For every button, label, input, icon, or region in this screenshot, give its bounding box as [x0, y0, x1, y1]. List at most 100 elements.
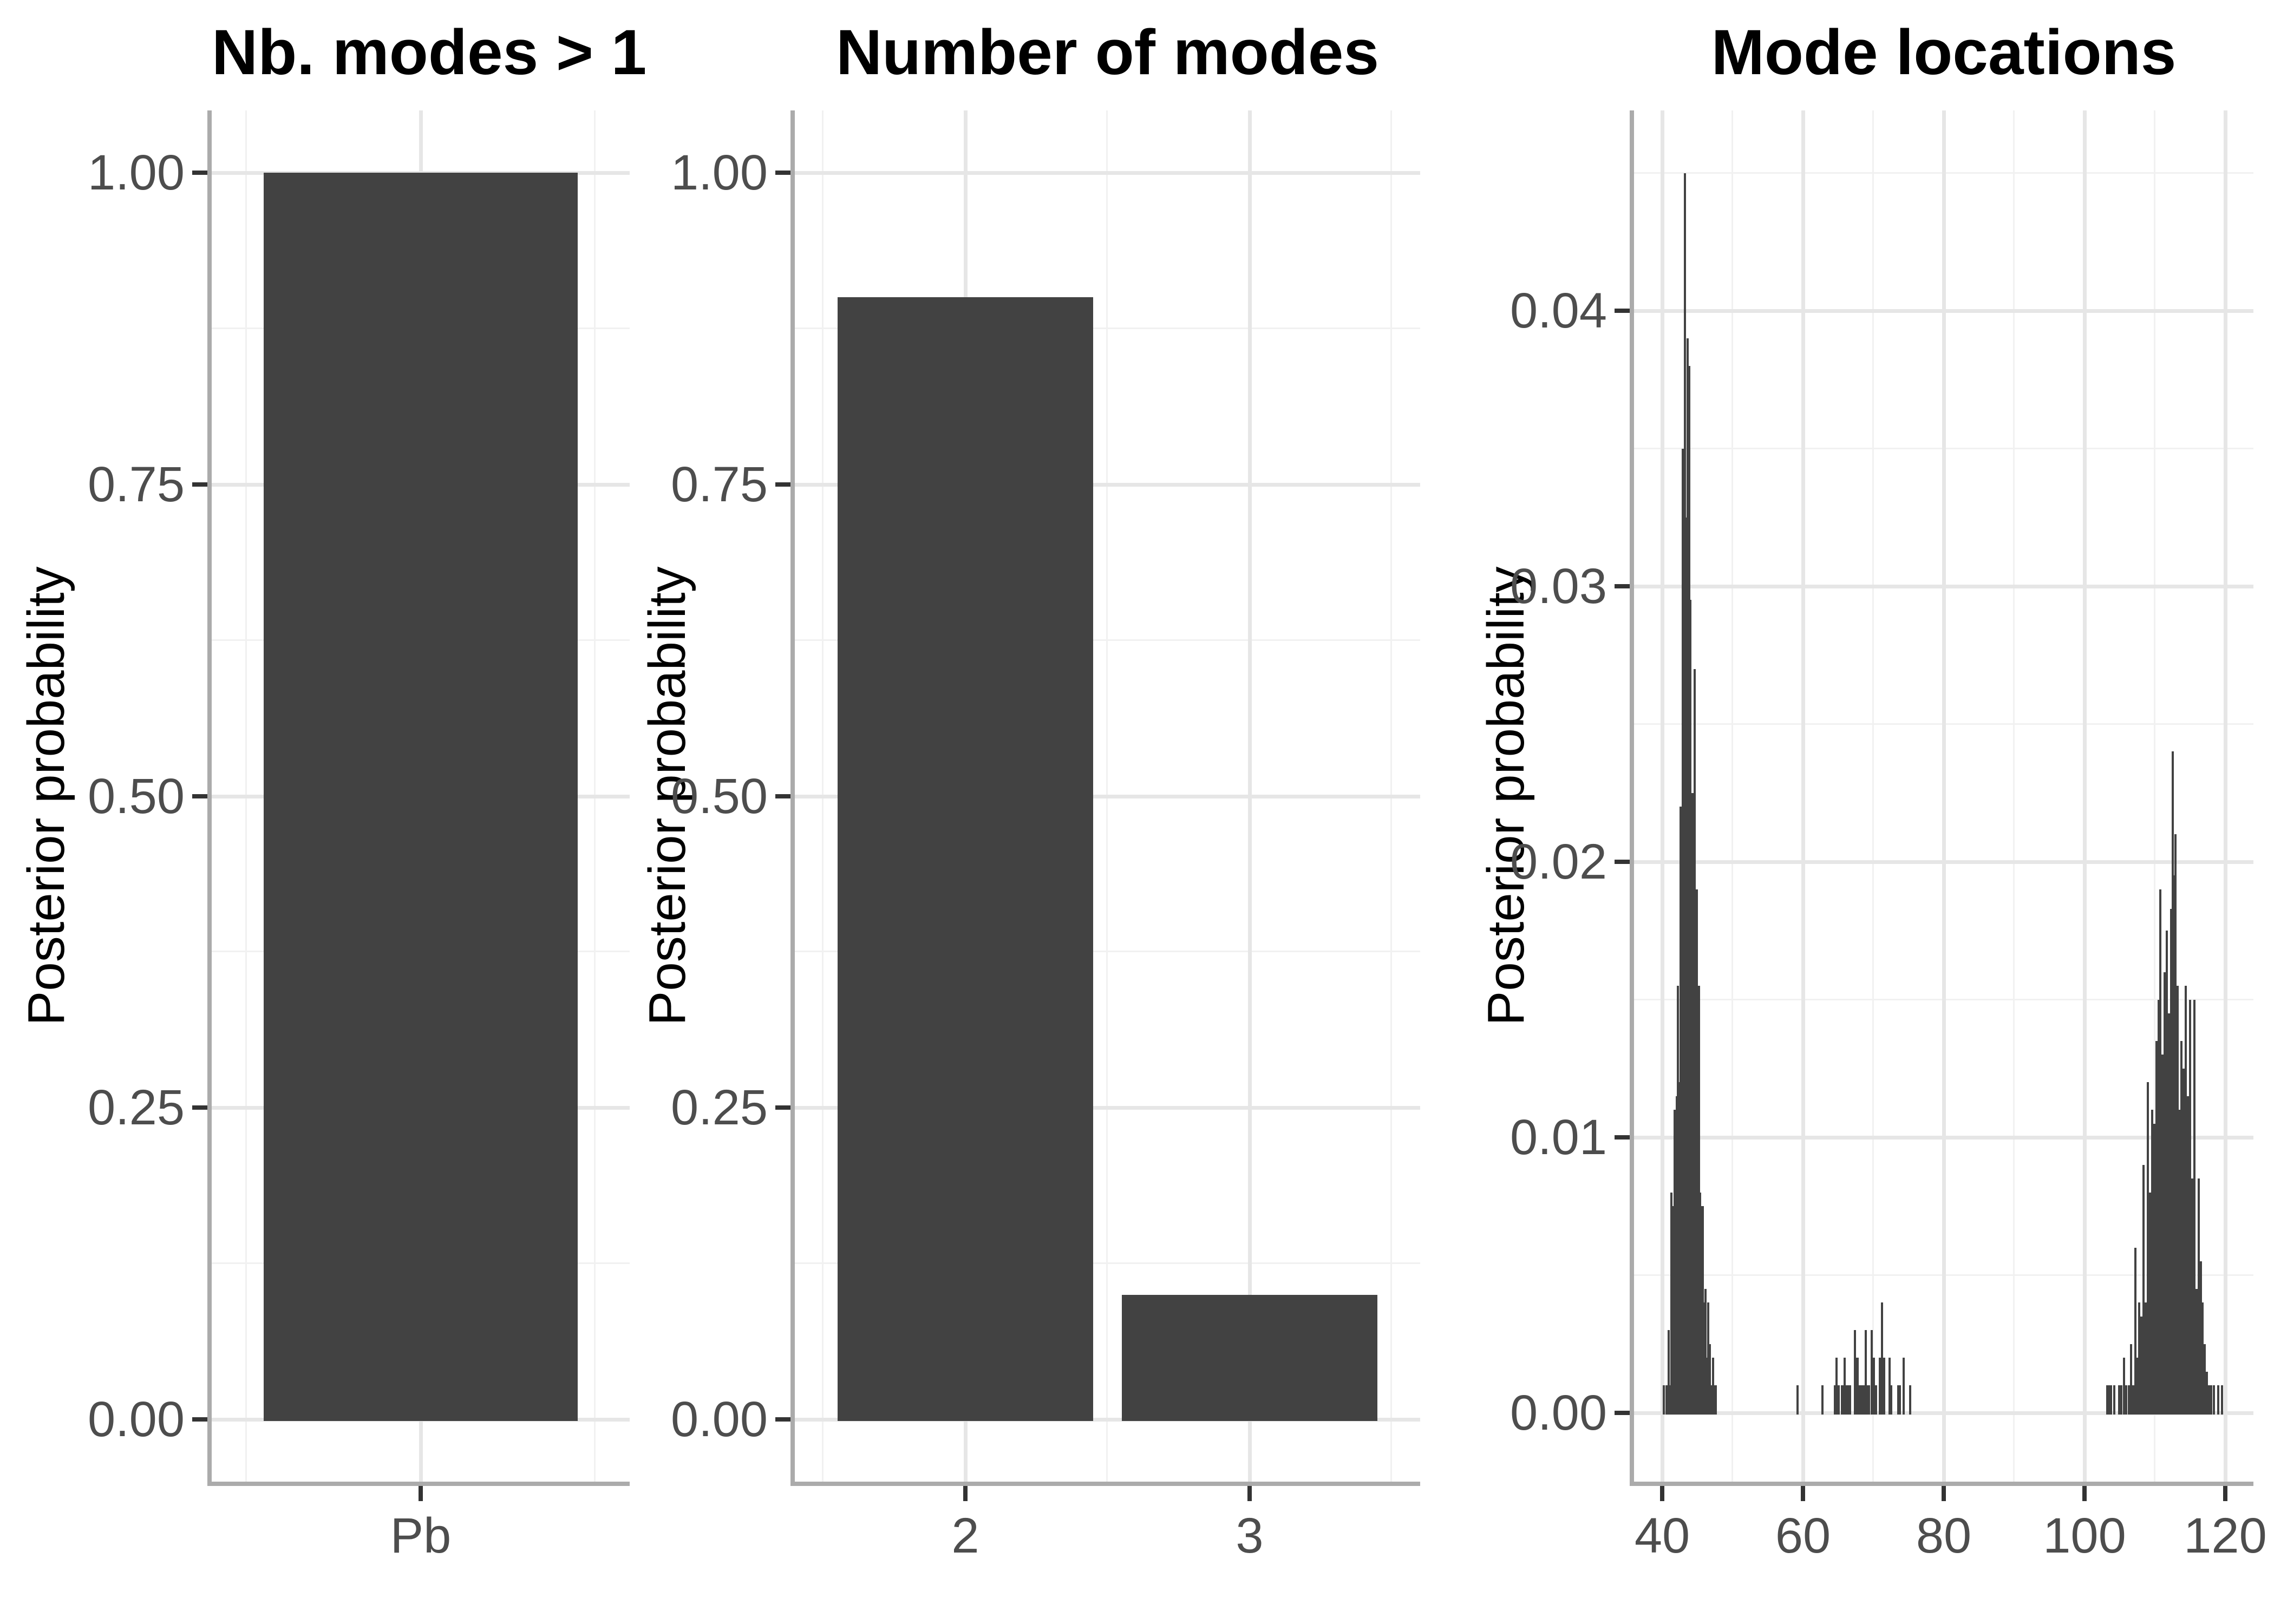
y-tick-label: 0.75: [670, 456, 768, 512]
gridline-major-y: [795, 794, 1420, 798]
needle-bar: [1868, 1385, 1871, 1415]
gridline-major-y: [795, 1106, 1420, 1110]
needle-bar: [2178, 1110, 2181, 1415]
y-tick-label: 0.50: [87, 768, 185, 824]
needle-bar: [1859, 1385, 1862, 1415]
needle-bar: [2151, 1110, 2153, 1415]
needle-bar: [1855, 1358, 1858, 1415]
y-tick-label: 0.00: [87, 1392, 185, 1447]
needle-bar: [1858, 1385, 1860, 1415]
needle-bar: [1847, 1385, 1850, 1415]
needle-bar: [2185, 986, 2187, 1415]
needle-bar: [2136, 1358, 2139, 1415]
needle-bar: [1703, 1302, 1706, 1415]
needle-bar: [2166, 931, 2168, 1415]
bar-3: [1122, 1294, 1377, 1421]
x-tick-mark: [1801, 1486, 1805, 1501]
y-axis-line: [207, 110, 212, 1486]
needle-bar: [1866, 1385, 1868, 1415]
x-tick-label: 40: [1634, 1508, 1690, 1563]
needle-bar: [1710, 1385, 1713, 1415]
needle-bar: [1835, 1358, 1838, 1415]
needle-bar: [1854, 1330, 1857, 1415]
needle-bar: [2199, 1261, 2202, 1415]
needle-bar: [1693, 669, 1696, 1415]
bar-Pb: [264, 173, 578, 1421]
x-tick-label: 3: [1236, 1508, 1264, 1563]
y-tick-label: 1.00: [670, 145, 768, 200]
needle-bar: [2197, 1178, 2200, 1415]
needle-bar: [2132, 1385, 2134, 1415]
needle-bar: [2113, 1385, 2115, 1415]
gridline-major-x: [1248, 110, 1252, 1482]
x-axis-line: [207, 1482, 630, 1486]
needle-bar: [2173, 875, 2175, 1415]
needle-bar: [1861, 1385, 1864, 1415]
needle-bar: [2180, 1040, 2183, 1415]
y-tick-mark: [1615, 1135, 1630, 1140]
needle-bar: [1695, 889, 1698, 1415]
needle-bar: [1880, 1302, 1883, 1415]
y-tick-label: 0.02: [1510, 834, 1607, 889]
needle-bar: [2129, 1344, 2132, 1415]
needle-bar: [1706, 1358, 1708, 1415]
needle-bar: [1711, 1358, 1714, 1415]
needle-bar: [1883, 1358, 1885, 1415]
x-tick-mark: [963, 1486, 968, 1501]
needle-bar: [2195, 1288, 2198, 1415]
y-tick-label: 1.00: [87, 145, 185, 200]
needle-bar: [2204, 1344, 2206, 1415]
gridline-major-x: [2083, 110, 2087, 1482]
x-tick-label: 60: [1775, 1508, 1831, 1563]
needle-bar: [2118, 1385, 2120, 1415]
needle-bar: [2134, 1247, 2136, 1415]
needle-bar: [1897, 1385, 1899, 1415]
needle-bar: [1863, 1385, 1866, 1415]
x-tick-mark: [1660, 1486, 1664, 1501]
panel-title-number-of-modes: Number of modes: [835, 17, 1380, 88]
needle-bar: [1875, 1385, 1878, 1415]
x-tick-mark: [1942, 1486, 1946, 1501]
y-tick-mark: [775, 794, 790, 798]
y-tick-label: 0.25: [670, 1080, 768, 1136]
needle-bar: [2187, 1096, 2190, 1415]
needle-bar: [1674, 1110, 1676, 1415]
needle-bar: [1873, 1358, 1876, 1415]
needle-bar: [2106, 1385, 2108, 1415]
needle-bar: [1845, 1385, 1847, 1415]
x-tick-mark: [1247, 1486, 1252, 1501]
x-tick-label: 100: [2043, 1508, 2126, 1563]
needle-bar: [1899, 1385, 1901, 1415]
needle-bar: [1849, 1385, 1852, 1415]
y-tick-mark: [192, 482, 207, 487]
needle-bar: [2170, 908, 2172, 1415]
y-tick-label: 0.03: [1510, 559, 1607, 614]
x-tick-mark: [2082, 1486, 2087, 1501]
needle-bar: [2164, 972, 2166, 1415]
needle-bar: [2168, 1013, 2170, 1415]
x-tick-mark: [419, 1486, 423, 1501]
needle-bar: [1838, 1385, 1840, 1415]
y-axis-line: [790, 110, 795, 1486]
y-tick-mark: [1615, 860, 1630, 864]
y-tick-mark: [775, 171, 790, 175]
needle-bar: [2110, 1385, 2113, 1415]
needle-bar: [1871, 1330, 1873, 1415]
gridline-minor-x: [2013, 110, 2015, 1482]
needle-bar: [2159, 889, 2162, 1415]
needle-bar: [1878, 1358, 1881, 1415]
needle-bar: [1665, 1385, 1668, 1415]
y-tick-mark: [192, 1417, 207, 1422]
gridline-major-x: [2224, 110, 2227, 1482]
needle-bar: [2210, 1385, 2212, 1415]
needle-bar: [1840, 1385, 1843, 1415]
needle-bar: [2220, 1385, 2223, 1415]
x-tick-label: 80: [1916, 1508, 1972, 1563]
needle-bar: [2108, 1385, 2110, 1415]
needle-bar: [1670, 1192, 1672, 1415]
y-tick-mark: [775, 1417, 790, 1422]
needle-bar: [1689, 600, 1691, 1415]
bar-2: [838, 297, 1093, 1421]
needle-bar: [1667, 1330, 1670, 1415]
